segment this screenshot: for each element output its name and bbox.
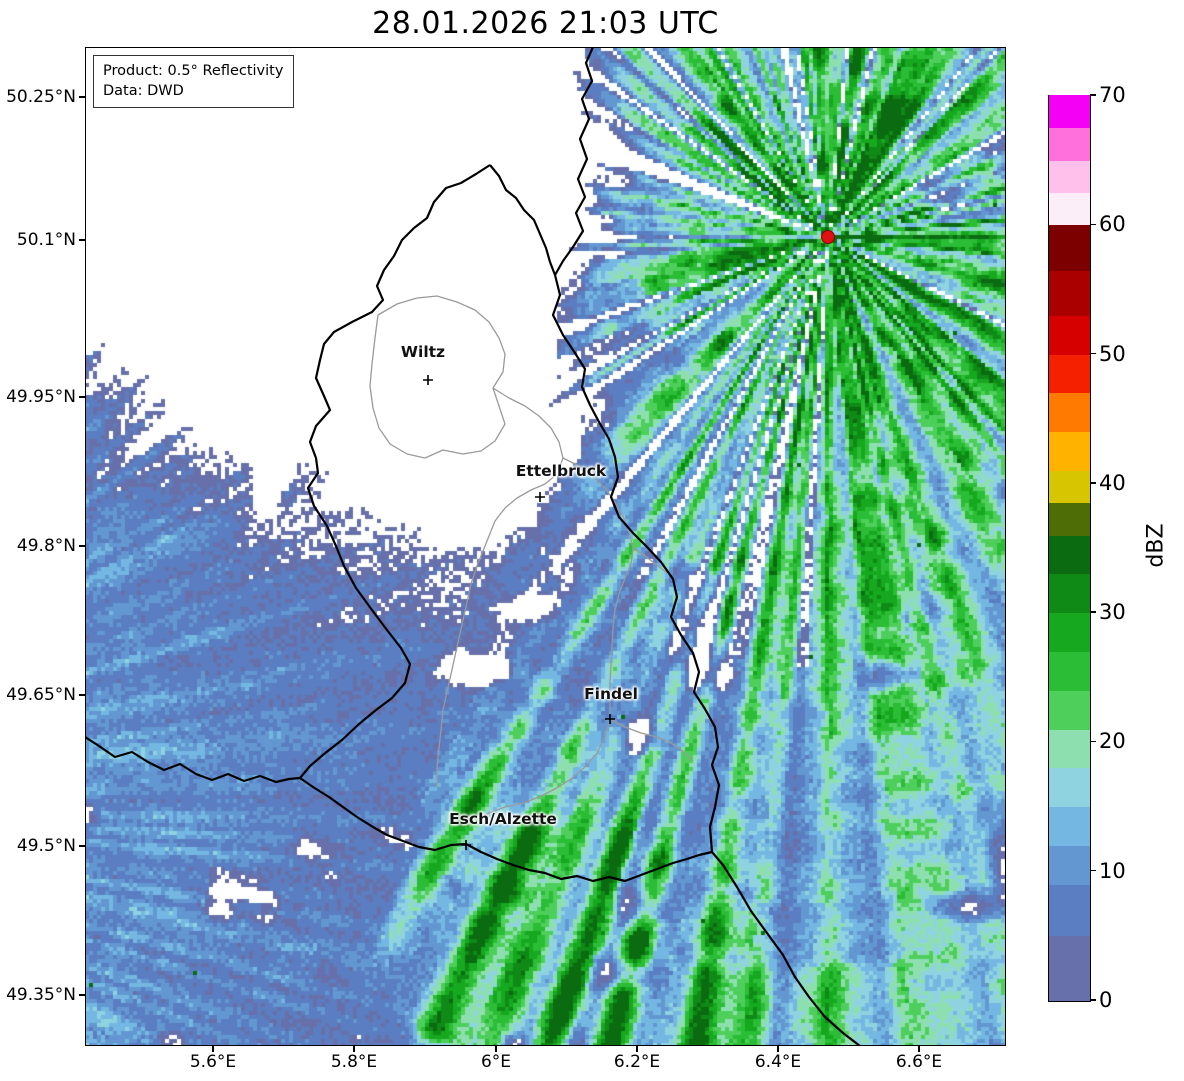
city-marker xyxy=(535,492,545,502)
colorbar-tick-label: 70 xyxy=(1099,83,1126,107)
national-border-path xyxy=(299,164,491,779)
x-tick-mark xyxy=(636,1046,638,1052)
national-border-path xyxy=(711,851,861,1046)
y-tick-label: 50.25°N xyxy=(6,87,76,107)
colorbar-band xyxy=(1049,470,1090,504)
colorbar-band xyxy=(1049,767,1090,808)
colorbar-band xyxy=(1049,806,1090,846)
colorbar-band xyxy=(1049,690,1090,730)
x-tick-mark xyxy=(212,1046,214,1052)
colorbar xyxy=(1048,95,1091,1002)
y-tick-label: 49.35°N xyxy=(6,985,76,1005)
y-tick-mark xyxy=(79,96,85,98)
colorbar-band xyxy=(1049,534,1090,575)
national-border-path xyxy=(554,47,595,276)
y-tick-label: 50.1°N xyxy=(16,230,76,250)
city-label: Esch/Alzette xyxy=(449,810,557,828)
colorbar-band xyxy=(1049,160,1090,193)
colorbar-tick-label: 20 xyxy=(1099,729,1126,754)
colorbar-tick-mark xyxy=(1090,482,1097,484)
colorbar-band xyxy=(1049,935,1090,1001)
x-tick-label: 5.8°E xyxy=(330,1052,378,1072)
x-tick-label: 6.2°E xyxy=(613,1052,661,1072)
colorbar-band xyxy=(1049,651,1090,691)
national-border-path xyxy=(551,274,721,853)
colorbar-tick-label: 10 xyxy=(1099,858,1126,883)
colorbar-tick-label: 60 xyxy=(1099,212,1126,237)
y-tick-mark xyxy=(79,239,85,241)
colorbar-tick-label: 0 xyxy=(1099,988,1113,1012)
colorbar-tick-mark xyxy=(1090,869,1097,872)
x-tick-label: 5.6°E xyxy=(189,1052,237,1072)
city-label: Findel xyxy=(584,685,638,703)
y-tick-mark xyxy=(79,845,85,847)
colorbar-tick-mark xyxy=(1090,352,1097,355)
colorbar-band xyxy=(1049,884,1090,937)
colorbar-tick-mark xyxy=(1090,740,1097,743)
radar-map: Product: 0.5° Reflectivity Data: DWD Wil… xyxy=(85,47,1006,1046)
timestamp-title: 28.01.2026 21:03 UTC xyxy=(372,6,719,41)
y-tick-label: 49.95°N xyxy=(6,387,76,407)
colorbar-band xyxy=(1049,95,1090,129)
x-tick-mark xyxy=(353,1046,355,1052)
colorbar-tick-mark xyxy=(1090,999,1097,1001)
x-tick-mark xyxy=(918,1046,920,1052)
national-border-path xyxy=(489,164,557,276)
colorbar-band xyxy=(1049,573,1090,614)
colorbar-tick-label: 40 xyxy=(1099,470,1126,495)
colorbar-band xyxy=(1049,431,1090,471)
regional-border-path xyxy=(369,295,506,459)
y-tick-label: 49.5°N xyxy=(16,836,76,856)
radar-site-dot xyxy=(821,230,835,244)
borders-overlay xyxy=(85,47,861,1046)
national-border-path xyxy=(299,777,713,883)
y-tick-mark xyxy=(79,694,85,696)
colorbar-tick-mark xyxy=(1090,94,1097,96)
colorbar-band xyxy=(1049,845,1090,885)
regional-border-path xyxy=(474,457,634,820)
y-tick-mark xyxy=(79,396,85,398)
reflectivity-field-canvas xyxy=(85,47,1006,1046)
colorbar-band xyxy=(1049,192,1090,226)
colorbar-band xyxy=(1049,127,1090,161)
city-marker xyxy=(605,714,615,724)
city-label: Ettelbruck xyxy=(515,462,607,480)
colorbar-tick-mark xyxy=(1090,223,1097,226)
colorbar-band xyxy=(1049,353,1090,394)
x-tick-label: 6°E xyxy=(480,1052,512,1072)
colorbar-band xyxy=(1049,392,1090,433)
info-product: Product: 0.5° Reflectivity xyxy=(103,63,284,79)
colorbar-unit-label: dBZ xyxy=(1143,523,1169,568)
national-border-path xyxy=(85,736,301,784)
regional-border-path xyxy=(632,547,668,574)
colorbar-tick-label: 30 xyxy=(1099,600,1126,625)
colorbar-band xyxy=(1049,502,1090,536)
y-tick-mark xyxy=(79,994,85,996)
y-tick-mark xyxy=(79,545,85,547)
city-marker xyxy=(423,375,433,385)
colorbar-band xyxy=(1049,612,1090,652)
regional-border-path xyxy=(609,718,694,762)
colorbar-band xyxy=(1049,315,1090,355)
y-tick-label: 49.8°N xyxy=(16,536,76,556)
x-tick-label: 6.4°E xyxy=(754,1052,802,1072)
x-tick-mark xyxy=(777,1046,779,1052)
colorbar-band xyxy=(1049,269,1090,316)
city-marker xyxy=(461,840,471,850)
city-label: Wiltz xyxy=(400,343,446,361)
colorbar-tick-mark xyxy=(1090,611,1097,613)
colorbar-tick-label: 50 xyxy=(1099,341,1126,366)
x-tick-label: 6.6°E xyxy=(895,1052,943,1072)
regional-border-path xyxy=(436,387,564,787)
info-source: Data: DWD xyxy=(103,83,184,99)
colorbar-band xyxy=(1049,728,1090,769)
info-box: Product: 0.5° Reflectivity Data: DWD xyxy=(93,55,295,108)
colorbar-band xyxy=(1049,224,1090,271)
y-tick-label: 49.65°N xyxy=(6,685,76,705)
x-tick-mark xyxy=(495,1046,497,1052)
